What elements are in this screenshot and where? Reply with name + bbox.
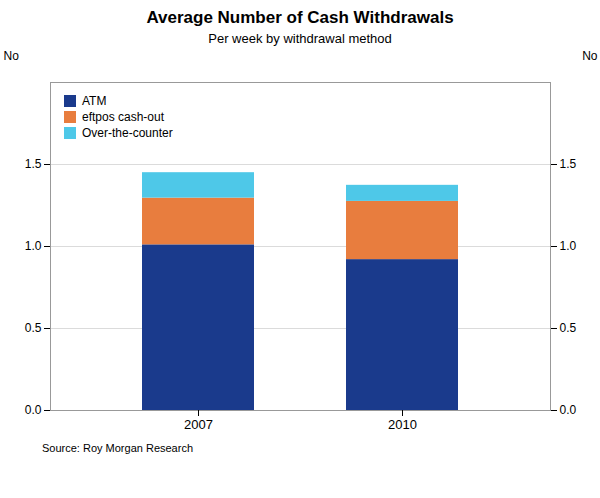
html-text:eftpos cash-out: eftpos cash-out bbox=[82, 110, 165, 124]
svg-text:0.0: 0.0 bbox=[560, 403, 577, 417]
svg-text:1.0: 1.0 bbox=[25, 239, 42, 253]
html-text:Average Number of Cash Withdra: Average Number of Cash Withdrawals bbox=[146, 8, 454, 27]
svg-text:2010: 2010 bbox=[388, 417, 417, 432]
svg-text:No: No bbox=[4, 49, 20, 63]
svg-text:0.5: 0.5 bbox=[25, 321, 42, 335]
html-text:Source: Roy Morgan Research: Source: Roy Morgan Research bbox=[42, 442, 193, 454]
html-text:Over-the-counter: Over-the-counter bbox=[82, 126, 173, 140]
svg-text:1.5: 1.5 bbox=[25, 157, 42, 171]
svg-text:0.5: 0.5 bbox=[560, 321, 577, 335]
svg-text:2007: 2007 bbox=[184, 417, 213, 432]
svg-text:No: No bbox=[582, 49, 598, 63]
html-text:Per week by withdrawal method: Per week by withdrawal method bbox=[208, 31, 392, 46]
svg-text:1.5: 1.5 bbox=[560, 157, 577, 171]
svg-text:1.0: 1.0 bbox=[560, 239, 577, 253]
svg-text:0.0: 0.0 bbox=[25, 403, 42, 417]
html-text:ATM: ATM bbox=[82, 94, 107, 108]
